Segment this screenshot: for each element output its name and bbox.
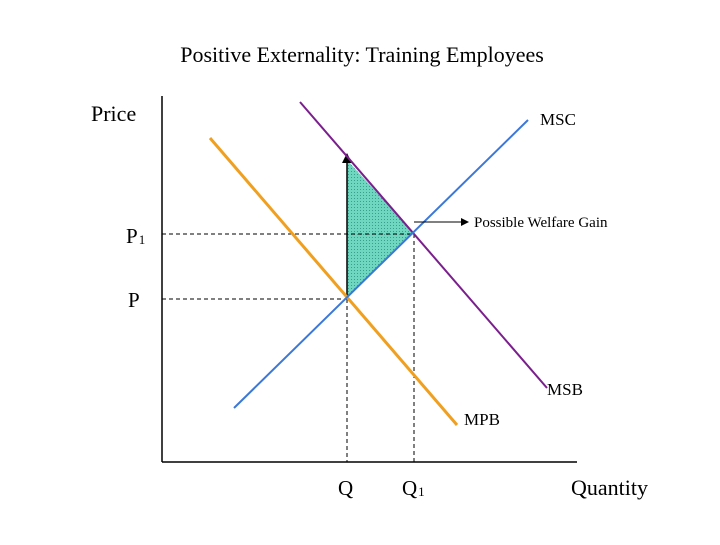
mpb-curve bbox=[208, 137, 459, 426]
welfare-gain-pointer-arrowhead bbox=[461, 218, 469, 226]
msb-label: MSB bbox=[547, 380, 583, 399]
p-tick-label: P bbox=[128, 288, 140, 312]
msc-label: MSC bbox=[540, 110, 576, 129]
msb-curve bbox=[299, 101, 548, 389]
chart-title: Positive Externality: Training Employees bbox=[180, 42, 544, 67]
x-axis-label: Quantity bbox=[571, 475, 648, 500]
mpb-label: MPB bbox=[464, 410, 500, 429]
q1-tick-label: Q1 bbox=[402, 476, 425, 500]
q-tick-label: Q bbox=[338, 476, 353, 500]
welfare-gain-area bbox=[347, 160, 414, 298]
msc-curve bbox=[233, 119, 529, 409]
y-axis-label: Price bbox=[91, 101, 136, 126]
welfare-gain-label: Possible Welfare Gain bbox=[474, 215, 608, 231]
p1-tick-label: P1 bbox=[126, 224, 145, 248]
